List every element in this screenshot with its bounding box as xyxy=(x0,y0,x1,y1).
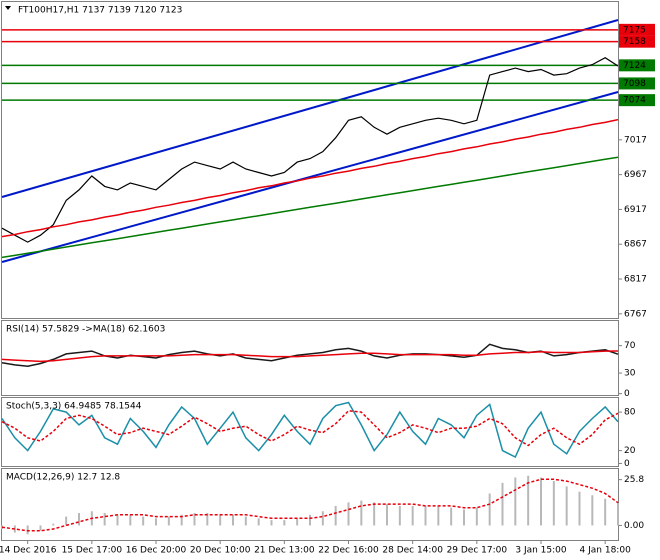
title-arrow xyxy=(5,6,11,10)
y-tick-label: 20 xyxy=(624,446,636,456)
series-line xyxy=(1,57,619,243)
series-line xyxy=(1,410,619,447)
x-tick-label: 16 Dec 20:00 xyxy=(126,546,187,556)
y-tick-label: 6967 xyxy=(624,170,647,180)
level-label: 7158 xyxy=(623,37,646,47)
y-tick-label: 80 xyxy=(624,408,636,418)
series-line xyxy=(1,478,619,532)
channel-line xyxy=(1,91,619,263)
level-label: 7074 xyxy=(623,96,646,106)
panel-title: MACD(12,26,9) 12.7 12.8 xyxy=(6,473,120,483)
y-tick-label: 0 xyxy=(624,389,630,399)
level-box xyxy=(619,35,655,48)
y-tick-label: 30 xyxy=(624,369,636,379)
x-tick-label: 14 Dec 2016 xyxy=(0,546,57,556)
y-tick-label: 7017 xyxy=(624,135,647,145)
y-tick-label: 6917 xyxy=(624,205,647,215)
series-line xyxy=(1,350,619,363)
x-tick-label: 15 Dec 17:00 xyxy=(62,546,123,556)
level-label: 7175 xyxy=(623,25,646,35)
stoch-panel xyxy=(1,397,619,467)
x-tick-label: 22 Dec 16:00 xyxy=(318,546,379,556)
level-box xyxy=(619,59,655,72)
level-box xyxy=(619,94,655,107)
y-tick-label: 0 xyxy=(624,459,630,469)
x-tick-label: 21 Dec 13:00 xyxy=(254,546,315,556)
x-tick-label: 20 Dec 10:00 xyxy=(190,546,251,556)
panel-title: Stoch(5,3,3) 64.9485 78.1544 xyxy=(6,402,142,412)
rsi-panel xyxy=(1,320,619,396)
y-tick-label: 70 xyxy=(624,341,636,351)
price-panel xyxy=(1,1,619,319)
series-line xyxy=(1,118,619,238)
x-tick-label: 4 Jan 18:00 xyxy=(580,546,632,556)
y-tick-label: 25.8 xyxy=(624,475,644,485)
y-tick-label: 6817 xyxy=(624,275,647,285)
channel-line xyxy=(1,19,619,198)
x-tick-label: 3 Jan 15:00 xyxy=(515,546,567,556)
level-label: 7124 xyxy=(623,61,646,71)
x-tick-label: 29 Dec 17:00 xyxy=(447,546,508,556)
panel-title: FT100H17,H1 7137 7139 7120 7123 xyxy=(18,6,182,16)
x-tick-label: 28 Dec 14:00 xyxy=(382,546,443,556)
level-label: 7098 xyxy=(623,79,646,89)
y-tick-label: 0.00 xyxy=(624,521,644,531)
y-tick-label: 6867 xyxy=(624,240,647,250)
panel-title: RSI(14) 57.5829 ->MA(18) 62.1603 xyxy=(6,325,165,335)
level-box xyxy=(619,23,655,36)
level-box xyxy=(619,77,655,90)
y-tick-label: 6767 xyxy=(624,309,647,319)
series-line xyxy=(1,401,619,459)
series-line xyxy=(1,156,619,259)
